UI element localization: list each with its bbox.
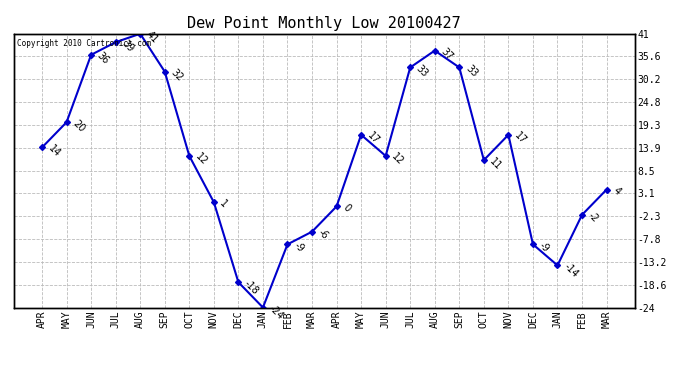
- Text: -14: -14: [562, 261, 580, 279]
- Text: 17: 17: [365, 130, 381, 147]
- Text: -6: -6: [316, 228, 330, 242]
- Text: 33: 33: [464, 63, 479, 79]
- Text: 0: 0: [341, 202, 352, 214]
- Text: 37: 37: [439, 46, 455, 62]
- Text: -2: -2: [586, 211, 600, 225]
- Text: -9: -9: [292, 240, 306, 254]
- Text: 11: 11: [488, 156, 504, 172]
- Text: -24: -24: [267, 303, 286, 322]
- Text: 14: 14: [46, 143, 62, 159]
- Text: -18: -18: [243, 278, 261, 296]
- Text: 36: 36: [95, 51, 111, 66]
- Text: 41: 41: [144, 30, 160, 45]
- Text: 20: 20: [71, 118, 86, 134]
- Title: Dew Point Monthly Low 20100427: Dew Point Monthly Low 20100427: [188, 16, 461, 31]
- Text: 33: 33: [415, 63, 430, 79]
- Text: Copyright 2010 Cartronics.com: Copyright 2010 Cartronics.com: [17, 39, 151, 48]
- Text: 12: 12: [193, 152, 209, 168]
- Text: 39: 39: [120, 38, 135, 54]
- Text: 1: 1: [218, 198, 229, 210]
- Text: 32: 32: [169, 68, 185, 83]
- Text: 17: 17: [513, 130, 529, 147]
- Text: -9: -9: [537, 240, 551, 254]
- Text: 12: 12: [390, 152, 406, 168]
- Text: 4: 4: [611, 185, 622, 197]
